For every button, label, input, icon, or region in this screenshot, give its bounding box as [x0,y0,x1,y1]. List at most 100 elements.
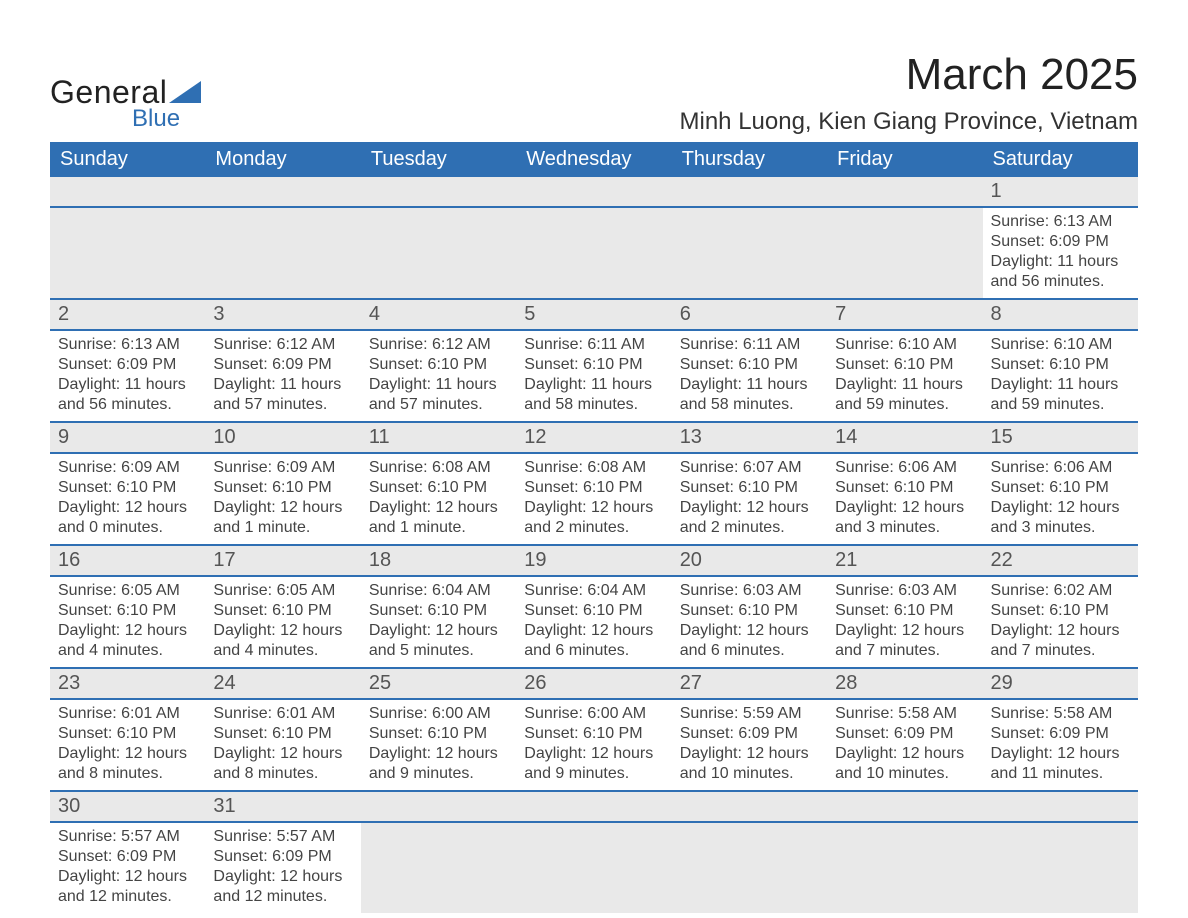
day-detail: Sunrise: 6:07 AMSunset: 6:10 PMDaylight:… [672,454,827,544]
detail-ss: Sunset: 6:10 PM [524,724,663,744]
day-cell-number: 9 [50,422,205,453]
detail-sr: Sunrise: 6:04 AM [369,581,508,601]
logo: General Blue [50,50,201,133]
weekday-header: Friday [827,142,982,177]
day-cell-detail: Sunrise: 6:06 AMSunset: 6:10 PMDaylight:… [983,453,1138,545]
day-cell-number [361,791,516,822]
day-cell-number: 4 [361,299,516,330]
detail-ss: Sunset: 6:10 PM [369,601,508,621]
day-cell-detail: Sunrise: 6:04 AMSunset: 6:10 PMDaylight:… [361,576,516,668]
day-number: 31 [205,792,360,821]
day-cell-detail [361,207,516,299]
day-detail: Sunrise: 6:01 AMSunset: 6:10 PMDaylight:… [50,700,205,790]
daynum-row: 16171819202122 [50,545,1138,576]
day-number: 15 [983,423,1138,452]
detail-d2: and 1 minute. [213,518,352,538]
detail-d1: Daylight: 11 hours [991,375,1130,395]
detail-d2: and 59 minutes. [991,395,1130,415]
day-cell-detail: Sunrise: 6:04 AMSunset: 6:10 PMDaylight:… [516,576,671,668]
detail-sr: Sunrise: 6:09 AM [58,458,197,478]
day-cell-number: 1 [983,177,1138,207]
daynum-row: 23242526272829 [50,668,1138,699]
detail-d2: and 0 minutes. [58,518,197,538]
detail-sr: Sunrise: 5:57 AM [58,827,197,847]
detail-row: Sunrise: 6:05 AMSunset: 6:10 PMDaylight:… [50,576,1138,668]
day-number: 2 [50,300,205,329]
weekday-header: Thursday [672,142,827,177]
day-detail: Sunrise: 6:09 AMSunset: 6:10 PMDaylight:… [205,454,360,544]
day-cell-number: 10 [205,422,360,453]
day-cell-number [827,791,982,822]
day-cell-detail [50,207,205,299]
detail-d1: Daylight: 12 hours [369,744,508,764]
day-number: 30 [50,792,205,821]
day-cell-number: 29 [983,668,1138,699]
day-cell-detail: Sunrise: 6:08 AMSunset: 6:10 PMDaylight:… [516,453,671,545]
detail-d2: and 4 minutes. [213,641,352,661]
day-cell-detail: Sunrise: 6:10 AMSunset: 6:10 PMDaylight:… [983,330,1138,422]
day-cell-number: 5 [516,299,671,330]
day-cell-number [983,791,1138,822]
detail-d1: Daylight: 12 hours [835,744,974,764]
day-detail: Sunrise: 6:13 AMSunset: 6:09 PMDaylight:… [50,331,205,421]
detail-sr: Sunrise: 5:59 AM [680,704,819,724]
weekday-header: Wednesday [516,142,671,177]
day-cell-detail: Sunrise: 5:59 AMSunset: 6:09 PMDaylight:… [672,699,827,791]
detail-d1: Daylight: 12 hours [680,621,819,641]
detail-d2: and 56 minutes. [58,395,197,415]
detail-sr: Sunrise: 6:03 AM [680,581,819,601]
detail-ss: Sunset: 6:10 PM [369,724,508,744]
detail-d2: and 57 minutes. [213,395,352,415]
day-number: 20 [672,546,827,575]
day-cell-number: 21 [827,545,982,576]
day-detail: Sunrise: 6:05 AMSunset: 6:10 PMDaylight:… [205,577,360,667]
logo-triangle-icon [169,81,201,103]
detail-d1: Daylight: 12 hours [835,498,974,518]
day-number: 4 [361,300,516,329]
detail-d2: and 2 minutes. [524,518,663,538]
day-cell-number [672,791,827,822]
detail-ss: Sunset: 6:10 PM [680,601,819,621]
day-cell-detail: Sunrise: 6:13 AMSunset: 6:09 PMDaylight:… [983,207,1138,299]
day-cell-detail: Sunrise: 6:05 AMSunset: 6:10 PMDaylight:… [50,576,205,668]
day-detail: Sunrise: 5:59 AMSunset: 6:09 PMDaylight:… [672,700,827,790]
day-cell-number: 12 [516,422,671,453]
day-cell-detail: Sunrise: 6:02 AMSunset: 6:10 PMDaylight:… [983,576,1138,668]
day-cell-number: 3 [205,299,360,330]
detail-row: Sunrise: 6:13 AMSunset: 6:09 PMDaylight:… [50,207,1138,299]
day-cell-detail: Sunrise: 6:01 AMSunset: 6:10 PMDaylight:… [205,699,360,791]
detail-ss: Sunset: 6:10 PM [369,478,508,498]
detail-row: Sunrise: 5:57 AM Sunset: 6:09 PMDaylight:… [50,822,1138,913]
detail-ss: Sunset: 6:09 PM [991,232,1130,252]
day-number: 14 [827,423,982,452]
day-cell-detail: Sunrise: 6:11 AMSunset: 6:10 PMDaylight:… [516,330,671,422]
day-cell-number: 14 [827,422,982,453]
detail-sr: Sunrise: 6:00 AM [524,704,663,724]
detail-d2: and 12 minutes. [213,887,352,907]
detail-d1: Daylight: 12 hours [58,498,197,518]
detail-sr: Sunrise: 6:08 AM [524,458,663,478]
day-cell-detail [827,822,982,913]
detail-ss: Sunset: 6:10 PM [680,355,819,375]
day-detail: Sunrise: 6:11 AMSunset: 6:10 PMDaylight:… [516,331,671,421]
detail-d1: Daylight: 12 hours [369,621,508,641]
day-detail: Sunrise: 6:04 AMSunset: 6:10 PMDaylight:… [361,577,516,667]
detail-ss: Sunset: 6:09 PM [213,847,352,867]
detail-sr: Sunrise: 6:01 AM [213,704,352,724]
day-cell-number: 20 [672,545,827,576]
day-number: 21 [827,546,982,575]
detail-d2: and 6 minutes. [680,641,819,661]
detail-sr: Sunrise: 6:12 AM [213,335,352,355]
day-cell-detail [672,207,827,299]
detail-d1: Daylight: 12 hours [213,621,352,641]
day-cell-detail: Sunrise: 6:13 AMSunset: 6:09 PMDaylight:… [50,330,205,422]
day-cell-number: 27 [672,668,827,699]
detail-ss: Sunset: 6:10 PM [213,724,352,744]
day-cell-detail: Sunrise: 5:58 AMSunset: 6:09 PMDaylight:… [983,699,1138,791]
detail-d1: Daylight: 12 hours [213,867,352,887]
detail-d1: Daylight: 12 hours [524,744,663,764]
day-cell-number: 6 [672,299,827,330]
day-cell-number [361,177,516,207]
detail-d2: and 5 minutes. [369,641,508,661]
day-detail: Sunrise: 5:57 AMSunset: 6:09 PMDaylight:… [50,823,205,913]
